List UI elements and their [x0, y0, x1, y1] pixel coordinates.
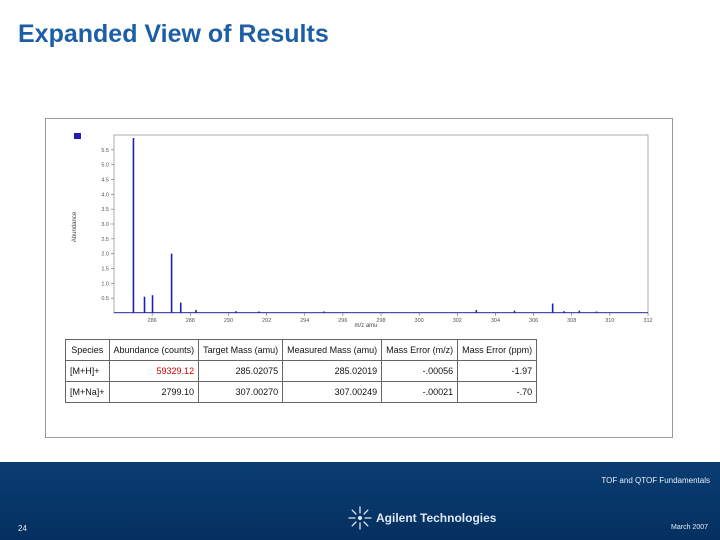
abundance-cell: 59329.12: [108, 360, 200, 382]
trace-color-swatch: [74, 133, 81, 139]
y-tick-label: 0.5: [101, 296, 109, 302]
column-header-measured-mass: Measured Mass (amu): [282, 339, 383, 361]
y-tick-label: 1.0: [101, 281, 109, 287]
mass-error-mz-cell: -.00056: [381, 360, 459, 382]
x-tick-label: 298: [376, 318, 385, 324]
y-tick-label: 2.0: [101, 252, 109, 258]
column-header-mass-error-ppm: Mass Error (ppm): [457, 339, 538, 361]
slide-title: Expanded View of Results: [18, 20, 329, 48]
results-figure: 0.5 1.0 1.5 2.0 2.5 3.0 3.5 4.0 4.5 5.0 5.5 286 288…: [45, 118, 673, 438]
y-tick-label: 5.0: [101, 163, 109, 169]
mass-error-table: Species Abundance (counts) Target Mass (…: [65, 339, 538, 403]
mass-error-ppm-cell: -.70: [457, 381, 538, 403]
agilent-logo: Agilent Technologies: [348, 506, 496, 530]
y-tick-label: 4.5: [101, 178, 109, 184]
x-tick-label: 288: [186, 318, 195, 324]
x-tick-label: 294: [300, 318, 309, 324]
measured-mass-cell: 307.00249: [282, 381, 383, 403]
x-tick-label: 308: [567, 318, 576, 324]
species-cell: [M+H]+: [65, 360, 110, 382]
column-header-mass-error-mz: Mass Error (m/z): [381, 339, 459, 361]
y-tick-label: 2.5: [101, 237, 109, 243]
column-header-abundance: Abundance (counts): [108, 339, 200, 361]
x-tick-label: 290: [224, 318, 233, 324]
table-header-row: Species Abundance (counts) Target Mass (…: [65, 339, 538, 361]
x-tick-label: 310: [605, 318, 614, 324]
species-cell: [M+Na]+: [65, 381, 110, 403]
x-tick-label: 286: [148, 318, 157, 324]
x-axis-label: m/z amu: [354, 323, 377, 329]
y-tick-label: 1.5: [101, 267, 109, 273]
plot-area: [113, 134, 649, 314]
x-tick-label: 292: [262, 318, 271, 324]
y-tick-label: 3.5: [101, 207, 109, 213]
x-tick-label: 300: [415, 318, 424, 324]
x-tick-label: 302: [453, 318, 462, 324]
y-tick-label: 3.0: [101, 222, 109, 228]
x-tick-label: 304: [491, 318, 500, 324]
x-tick-label: 306: [529, 318, 538, 324]
y-tick-label: 4.0: [101, 192, 109, 198]
footer-date: March 2007: [671, 524, 708, 531]
x-tick-label: 296: [338, 318, 347, 324]
footer-course-title: TOF and QTOF Fundamentals: [601, 476, 710, 485]
measured-mass-cell: 285.02019: [282, 360, 383, 382]
x-tick-label: 312: [643, 318, 652, 324]
mass-error-mz-cell: -.00021: [381, 381, 459, 403]
mass-spectrum-chart: 0.5 1.0 1.5 2.0 2.5 3.0 3.5 4.0 4.5 5.0 5.5 286 288…: [72, 133, 653, 329]
column-header-target-mass: Target Mass (amu): [198, 339, 284, 361]
abundance-cell: 2799.10: [108, 381, 200, 403]
column-header-species: Species: [65, 339, 110, 361]
agilent-spark-icon: [348, 506, 372, 530]
target-mass-cell: 307.00270: [198, 381, 284, 403]
table-row: [M+H]+ 59329.12 285.02075 285.02019 -.00…: [65, 360, 538, 382]
target-mass-cell: 285.02075: [198, 360, 284, 382]
footer-band: TOF and QTOF Fundamentals 24 Agilent Tec…: [0, 462, 720, 540]
agilent-logo-text: Agilent Technologies: [376, 511, 497, 525]
y-axis-label: Abundance: [72, 211, 78, 242]
y-tick-label: 5.5: [101, 148, 109, 154]
table-row: [M+Na]+ 2799.10 307.00270 307.00249 -.00…: [65, 381, 538, 403]
mass-error-ppm-cell: -1.97: [457, 360, 538, 382]
page-number: 24: [18, 524, 27, 533]
